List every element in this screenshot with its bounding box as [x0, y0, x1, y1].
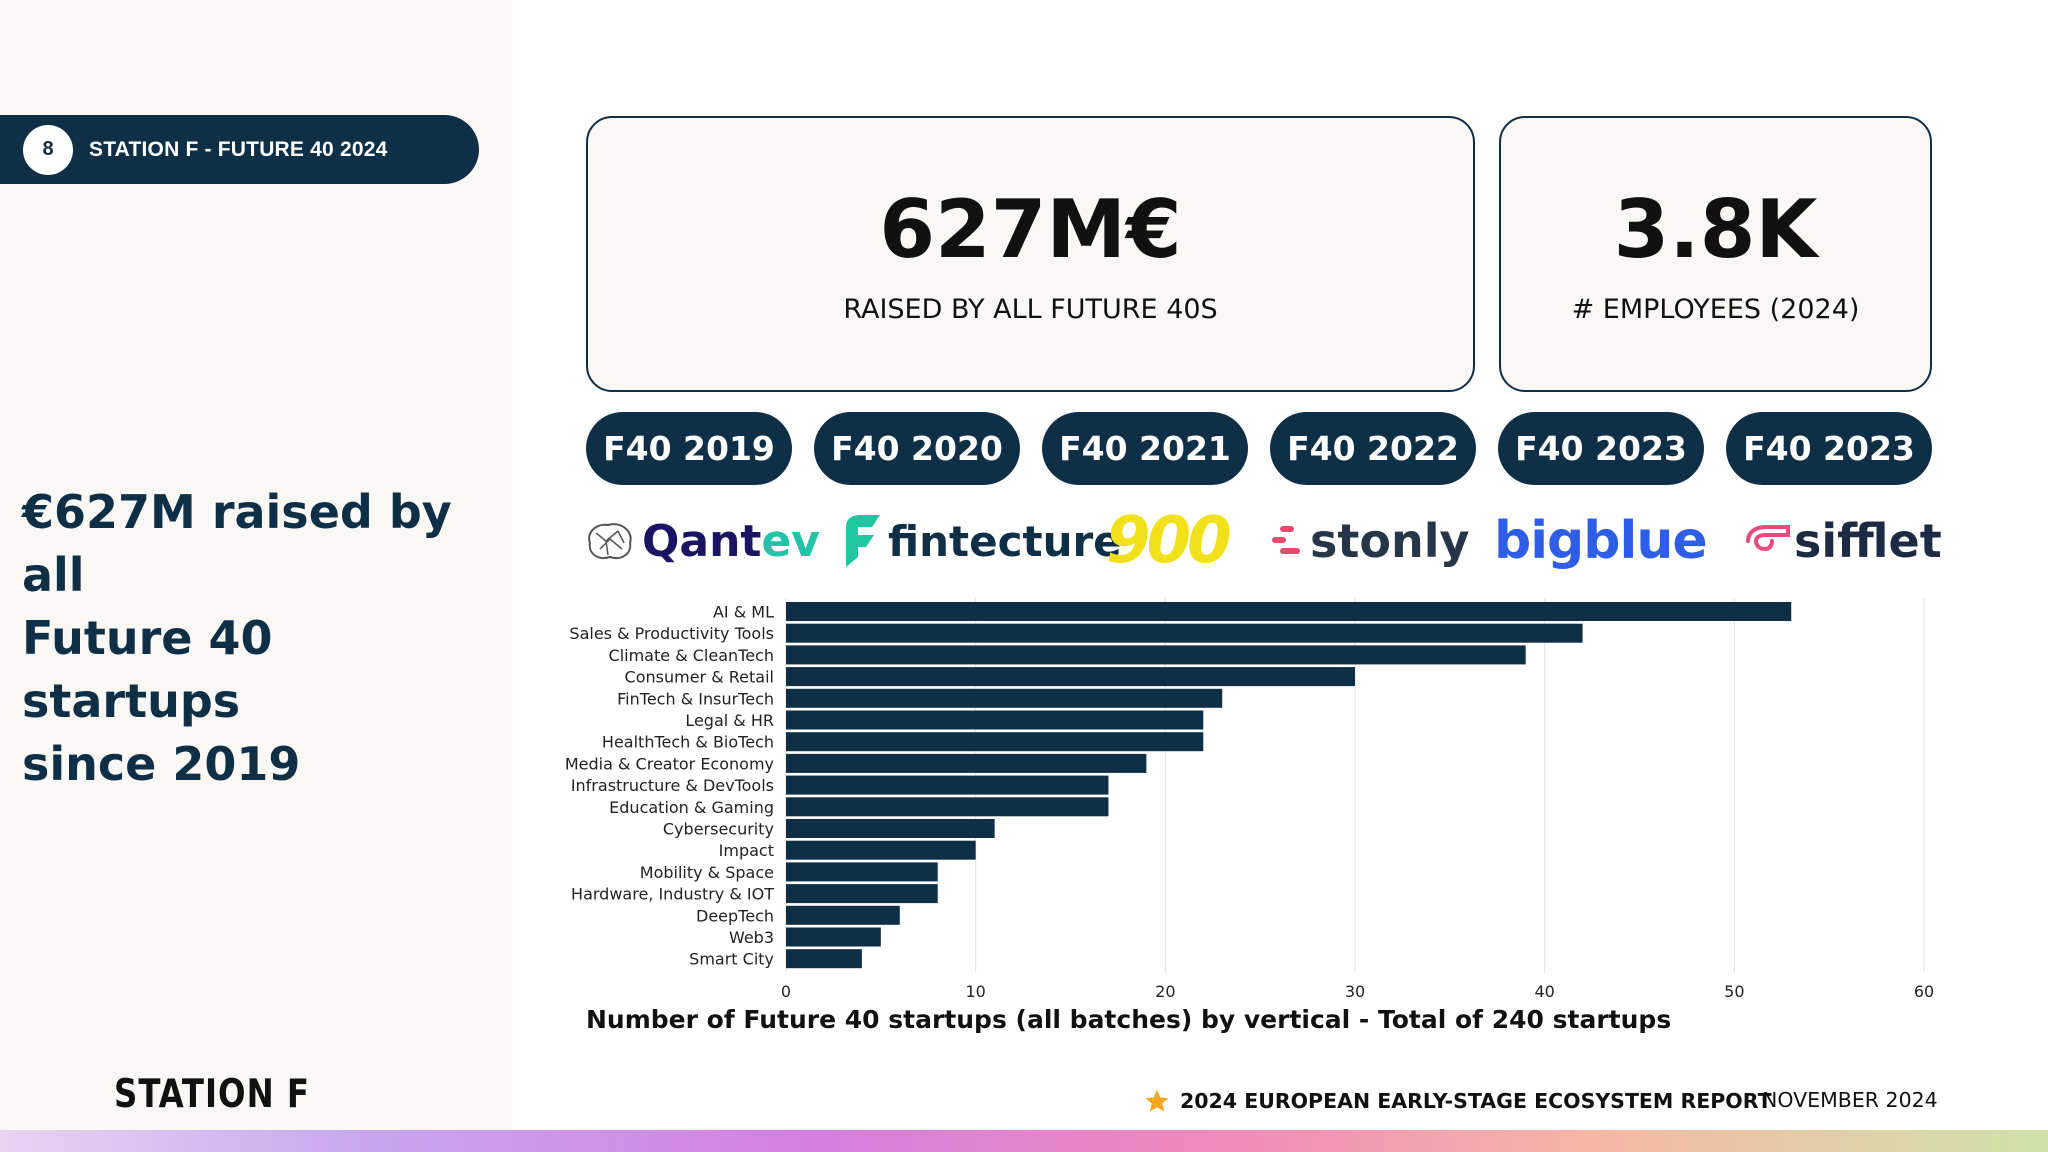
fintecture-mark-icon: [846, 515, 880, 567]
chart-caption: Number of Future 40 startups (all batche…: [586, 1005, 1672, 1034]
sifflet-mark-icon: [1746, 525, 1790, 552]
stonly-mark-icon: [1272, 526, 1300, 554]
y-tick-label: Impact: [719, 841, 774, 860]
bigblue-wordmark: bigblue: [1494, 511, 1708, 571]
station-f-logo: STATION F: [114, 1071, 311, 1118]
qantev-wordmark-a: Qant: [642, 515, 762, 567]
slide-number-badge: 8: [23, 124, 73, 175]
batch-pill-2023: F40 2023: [1498, 412, 1704, 485]
bar-web3: [786, 927, 881, 947]
bar-media-creator-economy: [786, 753, 1147, 773]
bar-mobility-space: [786, 862, 938, 882]
bigblue-logo: bigblue: [1494, 508, 1708, 574]
sifflet-logo: sifflet: [1744, 508, 1942, 574]
x-tick-label-20: 20: [1155, 982, 1175, 1000]
footer-date: NOVEMBER 2024: [1762, 1088, 1938, 1112]
batch-pill-2019: F40 2019: [586, 412, 792, 485]
left-panel: 8 STATION F - FUTURE 40 2024 €627M raise…: [0, 0, 512, 1152]
bar-legal-hr: [786, 710, 1204, 730]
bar-healthtech-biotech: [786, 732, 1204, 752]
fintecture-wordmark: fintecture: [888, 516, 1122, 566]
gradient-footer-bar: [0, 1130, 2048, 1152]
y-tick-label: AI & ML: [713, 603, 774, 622]
headline: €627M raised by all Future 40 startups s…: [22, 481, 492, 796]
stat-label-employees: # EMPLOYEES (2024): [1571, 294, 1860, 325]
stat-card-employees: 3.8K # EMPLOYEES (2024): [1499, 116, 1932, 392]
y-tick-label: DeepTech: [696, 906, 774, 925]
y-tick-label: Infrastructure & DevTools: [571, 776, 774, 795]
y-tick-label: FinTech & InsurTech: [617, 689, 774, 708]
stat-card-raised: 627M€ RAISED BY ALL FUTURE 40S: [586, 116, 1475, 392]
qantev-wordmark-b: ev: [761, 515, 820, 567]
slide-title: STATION F - FUTURE 40 2024: [89, 137, 388, 161]
y-tick-label: Sales & Productivity Tools: [569, 624, 774, 643]
y-tick-label: Education & Gaming: [609, 798, 774, 817]
x-tick-label-10: 10: [965, 982, 985, 1000]
y-tick-label: Web3: [729, 928, 774, 947]
stonly-wordmark: stonly: [1310, 514, 1470, 568]
qantev-logo: Qant ev: [584, 508, 820, 574]
batch-pill-2021: F40 2021: [1042, 412, 1248, 485]
batch-pill-2020: F40 2020: [814, 412, 1020, 485]
headline-line-1: €627M raised by all: [22, 485, 452, 602]
bar-smart-city: [786, 949, 862, 969]
bar-education-gaming: [786, 797, 1109, 817]
brain-icon: [588, 523, 632, 559]
bar-ai-ml: [786, 602, 1792, 621]
y-tick-label: Mobility & Space: [640, 863, 774, 882]
bar-cybersecurity: [786, 819, 995, 838]
stat-value-raised: 627M€: [879, 183, 1182, 276]
bar-fintech-insurtech: [786, 688, 1223, 708]
fintecture-logo: fintecture: [840, 508, 1122, 574]
stonly-logo: stonly: [1270, 508, 1469, 574]
x-tick-label-40: 40: [1534, 982, 1554, 1000]
x-tick-label-0: 0: [781, 982, 791, 1000]
y-tick-label: HealthTech & BioTech: [602, 733, 774, 752]
slide-header-pill: 8 STATION F - FUTURE 40 2024: [0, 115, 479, 184]
batch-pill-2022: F40 2022: [1270, 412, 1476, 485]
y-tick-label: Legal & HR: [685, 711, 774, 730]
verticals-chart: 0 10 20 30 40 50 60 AI & ML Sales & Productivity…: [560, 590, 1950, 1005]
y-tick-label: Hardware, Industry & IOT: [571, 885, 774, 904]
x-tick-label-30: 30: [1345, 982, 1365, 1000]
y-tick-label: Media & Creator Economy: [565, 754, 774, 773]
star-icon: [1145, 1089, 1169, 1112]
stat-value-employees: 3.8K: [1613, 183, 1818, 276]
bar-impact: [786, 840, 976, 860]
x-tick-label-50: 50: [1724, 982, 1744, 1000]
x-tick-label-60: 60: [1914, 982, 1934, 1000]
nine-hundred-logo: 900: [1106, 504, 1232, 578]
bar-deeptech: [786, 905, 900, 925]
footer-report: 2024 EUROPEAN EARLY-STAGE ECOSYSTEM REPO…: [1144, 1088, 1772, 1114]
stat-label-raised: RAISED BY ALL FUTURE 40S: [843, 294, 1218, 325]
headline-line-3: since 2019: [22, 737, 301, 791]
bar-sales-productivity-tools: [786, 623, 1583, 643]
bar-climate-cleantech: [786, 645, 1526, 665]
bar-consumer-retail: [786, 667, 1355, 687]
y-tick-label: Cybersecurity: [663, 820, 774, 839]
bar-hardware-industry-iot: [786, 884, 938, 904]
bar-infrastructure-devtools: [786, 775, 1109, 795]
sifflet-wordmark: sifflet: [1794, 514, 1942, 568]
verticals-bar-chart: 0 10 20 30 40 50 60 AI & ML Sales & Productivity…: [565, 598, 1934, 1001]
y-tick-label: Smart City: [689, 950, 774, 969]
y-tick-label: Consumer & Retail: [625, 668, 774, 687]
nine-hundred-wordmark: 900: [1106, 504, 1232, 578]
headline-line-2: Future 40 startups: [22, 611, 273, 728]
batch-pill-2023-b: F40 2023: [1726, 412, 1932, 485]
y-tick-label: Climate & CleanTech: [609, 646, 774, 665]
footer-report-title: 2024 EUROPEAN EARLY-STAGE ECOSYSTEM REPO…: [1180, 1089, 1772, 1113]
